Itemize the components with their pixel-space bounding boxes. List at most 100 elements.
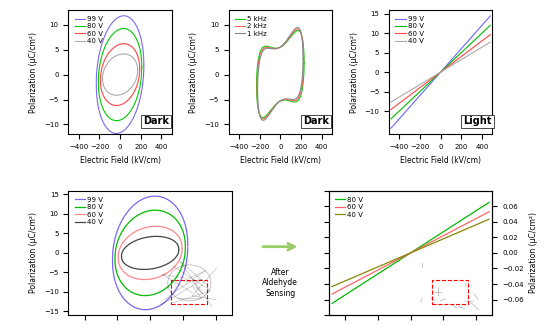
80 V — [435, 72, 441, 76]
80 V — [403, 254, 410, 257]
40 V — [388, 100, 394, 104]
Line: 40 V: 40 V — [391, 42, 490, 102]
80 V — [414, 247, 420, 251]
80 V — [182, 246, 189, 250]
80 V — [404, 253, 411, 257]
80 V — [112, 250, 119, 254]
60 V — [98, 86, 104, 90]
40 V — [404, 252, 411, 256]
60 V — [447, 63, 453, 67]
2 kHz — [282, 98, 288, 101]
5 kHz — [301, 61, 307, 65]
80 V — [486, 201, 492, 204]
60 V — [141, 278, 148, 281]
60 V — [136, 71, 143, 75]
Line: 60 V: 60 V — [118, 226, 182, 280]
60 V — [403, 253, 410, 257]
X-axis label: Electric Field (kV/cm): Electric Field (kV/cm) — [400, 156, 481, 165]
1 kHz — [260, 118, 266, 122]
Line: 60 V: 60 V — [332, 212, 489, 294]
Y-axis label: Polarization (μC/cm²): Polarization (μC/cm²) — [189, 32, 199, 112]
5 kHz — [295, 29, 301, 32]
80 V — [138, 66, 145, 70]
40 V — [441, 68, 448, 72]
80 V — [422, 241, 429, 245]
1 kHz — [295, 26, 302, 30]
2 kHz — [296, 27, 302, 31]
99 V — [164, 298, 170, 302]
5 kHz — [301, 61, 307, 65]
99 V — [142, 308, 149, 312]
2 kHz — [260, 117, 266, 121]
99 V — [487, 14, 493, 18]
Legend: 99 V, 80 V, 60 V, 40 V: 99 V, 80 V, 60 V, 40 V — [72, 13, 106, 47]
60 V — [136, 67, 143, 71]
99 V — [441, 66, 448, 70]
80 V — [447, 61, 453, 65]
60 V — [126, 97, 132, 101]
Line: 40 V: 40 V — [121, 236, 179, 269]
5 kHz — [255, 59, 261, 63]
60 V — [179, 246, 185, 250]
99 V — [93, 75, 100, 79]
Line: 99 V: 99 V — [391, 16, 490, 128]
Line: 80 V: 80 V — [391, 25, 490, 119]
2 kHz — [300, 58, 307, 62]
99 V — [127, 121, 134, 124]
1 kHz — [300, 57, 306, 60]
2 kHz — [255, 60, 262, 64]
60 V — [115, 252, 122, 256]
40 V — [120, 52, 127, 56]
Text: Dark: Dark — [143, 116, 169, 126]
60 V — [435, 72, 442, 75]
80 V — [388, 117, 394, 121]
Legend: 99 V, 80 V, 60 V, 40 V: 99 V, 80 V, 60 V, 40 V — [392, 13, 427, 47]
Legend: 5 kHz, 2 kHz, 1 kHz: 5 kHz, 2 kHz, 1 kHz — [232, 13, 270, 40]
40 V — [482, 219, 488, 223]
99 V — [485, 17, 491, 20]
99 V — [152, 194, 159, 198]
60 V — [329, 292, 335, 296]
1 kHz — [300, 57, 306, 60]
40 V — [153, 234, 159, 238]
99 V — [141, 63, 147, 67]
40 V — [124, 263, 130, 267]
60 V — [113, 104, 120, 108]
Line: 80 V: 80 V — [115, 210, 185, 296]
99 V — [141, 64, 147, 68]
80 V — [113, 119, 120, 123]
60 V — [97, 73, 104, 77]
99 V — [116, 290, 123, 294]
5 kHz — [296, 29, 302, 33]
80 V — [142, 294, 148, 298]
80 V — [469, 40, 475, 44]
1 kHz — [269, 109, 275, 112]
99 V — [447, 59, 453, 63]
40 V — [422, 244, 429, 248]
40 V — [135, 68, 141, 72]
1 kHz — [256, 62, 263, 66]
99 V — [469, 34, 475, 38]
80 V — [138, 72, 145, 75]
60 V — [414, 248, 420, 252]
80 V — [435, 72, 442, 76]
80 V — [120, 27, 127, 31]
Y-axis label: Polarization (μC/cm²): Polarization (μC/cm²) — [529, 213, 538, 293]
60 V — [487, 33, 493, 37]
99 V — [184, 245, 191, 249]
60 V — [422, 243, 429, 247]
60 V — [178, 251, 185, 254]
80 V — [95, 74, 102, 78]
80 V — [113, 269, 120, 273]
Line: 5 kHz: 5 kHz — [257, 31, 304, 118]
2 kHz — [269, 108, 275, 112]
Line: 99 V: 99 V — [96, 16, 144, 134]
40 V — [486, 217, 492, 221]
40 V — [100, 74, 106, 78]
99 V — [94, 98, 101, 101]
X-axis label: Electric Field (kV/cm): Electric Field (kV/cm) — [240, 156, 321, 165]
40 V — [485, 42, 491, 46]
60 V — [482, 212, 488, 216]
60 V — [441, 67, 448, 71]
Line: 80 V: 80 V — [332, 202, 489, 304]
